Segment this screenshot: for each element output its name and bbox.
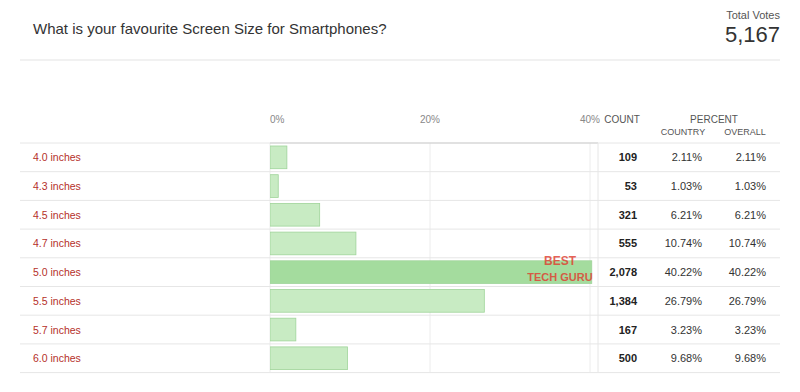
count-label: 500 <box>619 352 637 364</box>
count-label: 167 <box>619 324 637 336</box>
overall-label: 1.03% <box>735 180 766 192</box>
category-label: 5.7 inches <box>33 324 81 336</box>
bar <box>270 347 347 370</box>
total-value: 5,167 <box>725 22 780 47</box>
column-header: PERCENT <box>690 114 738 125</box>
tick-label: 40% <box>580 114 600 125</box>
title: What is your favourite Screen Size for S… <box>33 20 387 37</box>
country-label: 26.79% <box>665 295 703 307</box>
row-separator <box>20 171 780 172</box>
category-label: 4.5 inches <box>33 209 81 221</box>
column-header: COUNT <box>604 114 640 125</box>
overall-label: 9.68% <box>735 352 766 364</box>
category-label: 4.7 inches <box>33 237 81 249</box>
count-label: 53 <box>625 180 637 192</box>
row-separator <box>20 286 780 287</box>
bar <box>270 175 278 198</box>
category-label: 4.3 inches <box>33 180 81 192</box>
bar <box>270 232 356 255</box>
count-label: 2,078 <box>609 266 637 278</box>
overall-label: 2.11% <box>736 151 767 163</box>
row-separator <box>20 200 780 201</box>
column-header: OVERALL <box>724 127 766 137</box>
watermark: BEST TECH GURU <box>527 254 592 283</box>
country-label: 2.11% <box>672 151 703 163</box>
category-label: 4.0 inches <box>33 151 81 163</box>
count-label: 109 <box>619 151 637 163</box>
row-separator <box>20 229 780 230</box>
country-label: 40.22% <box>665 266 703 278</box>
country-label: 1.03% <box>671 180 702 192</box>
overall-label: 3.23% <box>735 324 766 336</box>
country-label: 3.23% <box>671 324 702 336</box>
tick-label: 20% <box>420 114 440 125</box>
column-header: COUNTRY <box>661 127 705 137</box>
count-label: 1,384 <box>609 295 637 307</box>
country-label: 10.74% <box>665 237 703 249</box>
annotation: BEST <box>544 254 577 268</box>
overall-label: 10.74% <box>729 237 767 249</box>
row-separator <box>20 343 780 344</box>
separator <box>20 60 780 61</box>
bar <box>270 203 320 226</box>
chart: What is your favourite Screen Size for S… <box>0 0 800 392</box>
overall-label: 6.21% <box>735 209 766 221</box>
bar <box>270 290 484 313</box>
overall-label: 40.22% <box>729 266 767 278</box>
row-separator <box>20 372 780 373</box>
row-separator <box>20 143 780 144</box>
category-label: 6.0 inches <box>33 352 81 364</box>
bar <box>270 146 287 169</box>
count-label: 321 <box>619 209 637 221</box>
overall-label: 26.79% <box>729 295 767 307</box>
row-separator <box>20 315 780 316</box>
bars <box>270 146 592 370</box>
country-label: 6.21% <box>671 209 702 221</box>
tick-label: 0% <box>270 114 285 125</box>
axis-line <box>270 143 598 144</box>
country-label: 9.68% <box>671 352 702 364</box>
category-label: 5.5 inches <box>33 295 81 307</box>
bar <box>270 318 296 341</box>
category-label: 5.0 inches <box>33 266 81 278</box>
annotation: TECH GURU <box>527 271 592 283</box>
count-label: 555 <box>619 237 637 249</box>
total-title: Total Votes <box>726 9 780 21</box>
plot-edge <box>598 143 599 373</box>
row-separator <box>20 257 780 258</box>
